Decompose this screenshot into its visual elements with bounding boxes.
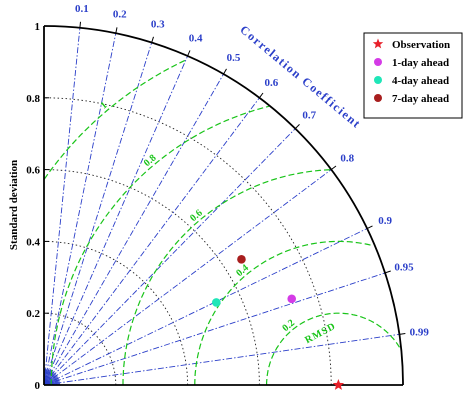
legend-label: 4-day ahead [392, 75, 449, 87]
series-point-2 [212, 298, 221, 307]
legend-marker [372, 38, 384, 49]
rms-arc [194, 240, 374, 385]
correlation-line [43, 128, 296, 386]
correlation-tick [384, 270, 391, 274]
correlation-tick-label: 0.9 [378, 215, 392, 227]
correlation-line [43, 27, 81, 386]
correlation-tick [79, 21, 81, 28]
origin-arc [43, 371, 58, 386]
rms-arc [122, 169, 331, 385]
correlation-line [43, 272, 386, 386]
correlation-tick [115, 27, 118, 34]
legend-label: 7-day ahead [392, 93, 449, 105]
correlation-tick [330, 165, 337, 171]
correlation-tick [399, 333, 406, 335]
correlation-line [43, 73, 224, 386]
legend-marker [374, 76, 382, 84]
correlation-line [43, 42, 153, 386]
legend: Observation 1-day ahead 4-day ahead 7-day a… [363, 32, 463, 119]
std-arc [43, 97, 332, 386]
correlation-tick [151, 36, 154, 43]
rms-axis-label: RMSD [303, 321, 338, 346]
y-tick-label: 1 [35, 21, 41, 33]
rms-label: 0.2 [280, 318, 297, 334]
data-points [212, 255, 345, 390]
rms-arc [266, 312, 402, 385]
correlation-tick-label: 0.6 [265, 77, 279, 89]
correlation-lines [43, 27, 400, 386]
correlation-tick-labels: 0.1 0.2 0.3 0.4 0.5 0.6 0.7 0.8 0.9 0.95 0.99 [75, 3, 429, 339]
correlation-tick [258, 92, 264, 99]
correlation-tick-label: 0.99 [410, 327, 430, 339]
correlation-tick-label: 0.2 [113, 9, 127, 21]
y-tick-label: 0.2 [26, 308, 40, 320]
y-tick-label: 0 [35, 380, 41, 392]
correlation-tick [294, 123, 300, 129]
correlation-tick-label: 0.8 [340, 153, 354, 165]
outer-arc [43, 25, 404, 386]
correlation-line [43, 333, 400, 386]
series-point-1 [287, 294, 297, 304]
rms-label: 0.4 [234, 263, 251, 279]
correlation-tick-label: 0.3 [151, 18, 165, 30]
rms-label: 0.6 [188, 208, 205, 224]
rms-arc [50, 105, 270, 385]
correlation-tick [223, 68, 227, 75]
legend-label: 1-day ahead [392, 57, 449, 69]
correlation-tick [187, 50, 191, 57]
rms-label: 1 [99, 100, 110, 112]
correlation-line [43, 55, 189, 386]
std-arcs [43, 97, 332, 386]
correlation-tick [366, 225, 373, 229]
y-tick-label: 0.8 [26, 93, 40, 105]
rms-arc [43, 59, 187, 180]
axes-frame [43, 25, 404, 386]
correlation-tick-label: 0.95 [394, 262, 414, 274]
std-arc [43, 312, 117, 386]
correlation-line [43, 169, 332, 386]
series-point-3 [237, 255, 246, 264]
y-tick-label: 0.6 [26, 165, 40, 177]
std-arc [43, 169, 260, 386]
legend-marker [374, 94, 382, 102]
std-arc [43, 240, 189, 386]
correlation-tick-label: 0.1 [75, 3, 89, 15]
legend-marker [374, 58, 382, 66]
correlation-line [43, 228, 368, 386]
correlation-axis-label: Correlation Coefficient [237, 22, 364, 131]
correlation-tick-label: 0.4 [189, 33, 203, 45]
axis-ticks: 0 0.2 0.4 0.6 0.8 1 [26, 21, 406, 392]
observation-point [332, 379, 345, 390]
y-axis-label: Standard deviation [8, 160, 20, 250]
legend-label: Observation [392, 39, 450, 51]
correlation-tick-label: 0.7 [302, 109, 316, 121]
correlation-tick-label: 0.5 [227, 52, 241, 64]
legend-box [363, 32, 463, 119]
correlation-line [43, 33, 117, 386]
correlation-line [43, 97, 260, 386]
y-tick-label: 0.4 [26, 236, 40, 248]
